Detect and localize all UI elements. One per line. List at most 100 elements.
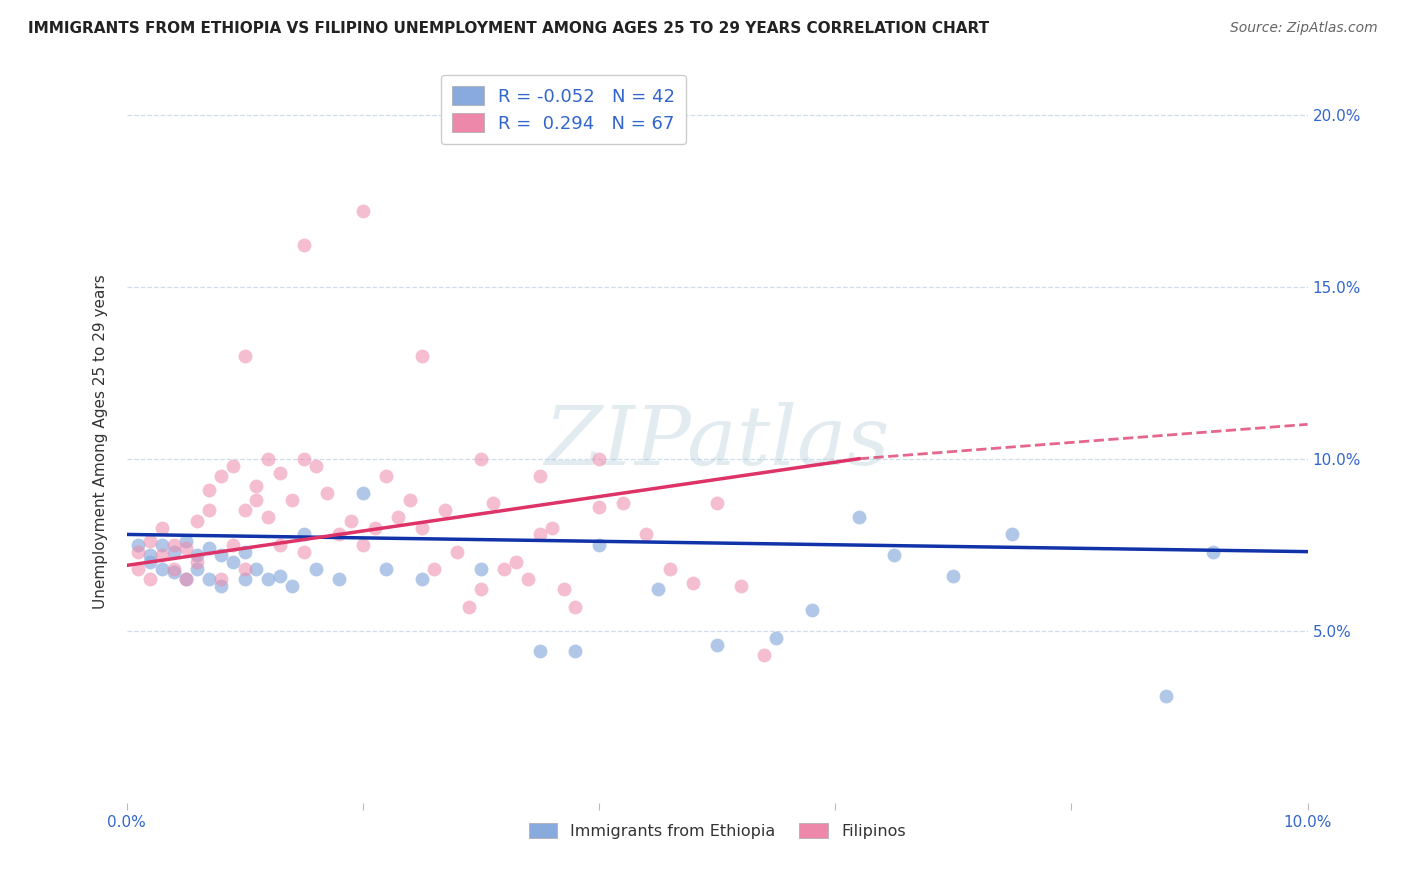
- Point: [848, 510, 870, 524]
- Point: [233, 572, 256, 586]
- Point: [765, 631, 787, 645]
- Point: [529, 469, 551, 483]
- Point: [257, 451, 280, 466]
- Point: [281, 579, 304, 593]
- Point: [647, 582, 669, 597]
- Point: [754, 648, 776, 662]
- Point: [245, 479, 267, 493]
- Point: [730, 579, 752, 593]
- Point: [222, 458, 245, 473]
- Point: [682, 575, 704, 590]
- Point: [883, 548, 905, 562]
- Point: [139, 534, 162, 549]
- Point: [245, 493, 267, 508]
- Text: Source: ZipAtlas.com: Source: ZipAtlas.com: [1230, 21, 1378, 35]
- Point: [198, 483, 221, 497]
- Point: [612, 496, 634, 510]
- Point: [588, 538, 610, 552]
- Point: [222, 555, 245, 569]
- Point: [658, 562, 681, 576]
- Point: [174, 541, 197, 556]
- Point: [470, 562, 492, 576]
- Point: [316, 486, 339, 500]
- Point: [139, 572, 162, 586]
- Point: [411, 349, 433, 363]
- Point: [363, 520, 385, 534]
- Point: [150, 520, 173, 534]
- Point: [399, 493, 422, 508]
- Point: [1001, 527, 1024, 541]
- Point: [411, 572, 433, 586]
- Point: [564, 644, 586, 658]
- Y-axis label: Unemployment Among Ages 25 to 29 years: Unemployment Among Ages 25 to 29 years: [93, 274, 108, 609]
- Point: [529, 644, 551, 658]
- Point: [139, 548, 162, 562]
- Point: [209, 572, 232, 586]
- Point: [434, 503, 457, 517]
- Point: [163, 562, 186, 576]
- Point: [222, 538, 245, 552]
- Point: [636, 527, 658, 541]
- Point: [198, 503, 221, 517]
- Point: [163, 538, 186, 552]
- Point: [233, 562, 256, 576]
- Point: [588, 500, 610, 514]
- Point: [517, 572, 540, 586]
- Point: [494, 562, 516, 576]
- Point: [198, 572, 221, 586]
- Point: [553, 582, 575, 597]
- Point: [186, 555, 208, 569]
- Point: [706, 496, 728, 510]
- Point: [706, 638, 728, 652]
- Point: [352, 538, 374, 552]
- Text: IMMIGRANTS FROM ETHIOPIA VS FILIPINO UNEMPLOYMENT AMONG AGES 25 TO 29 YEARS CORR: IMMIGRANTS FROM ETHIOPIA VS FILIPINO UNE…: [28, 21, 990, 36]
- Point: [186, 514, 208, 528]
- Point: [127, 544, 149, 558]
- Point: [127, 538, 149, 552]
- Point: [505, 555, 527, 569]
- Point: [304, 458, 326, 473]
- Point: [470, 582, 492, 597]
- Point: [209, 579, 232, 593]
- Point: [1202, 544, 1225, 558]
- Point: [352, 486, 374, 500]
- Point: [292, 544, 315, 558]
- Point: [340, 514, 363, 528]
- Point: [328, 527, 350, 541]
- Point: [375, 562, 398, 576]
- Point: [292, 527, 315, 541]
- Point: [150, 548, 173, 562]
- Point: [174, 534, 197, 549]
- Point: [269, 538, 291, 552]
- Point: [257, 510, 280, 524]
- Point: [245, 562, 267, 576]
- Point: [269, 466, 291, 480]
- Point: [281, 493, 304, 508]
- Point: [257, 572, 280, 586]
- Point: [387, 510, 409, 524]
- Point: [233, 349, 256, 363]
- Point: [198, 541, 221, 556]
- Point: [139, 555, 162, 569]
- Point: [800, 603, 823, 617]
- Legend: Immigrants from Ethiopia, Filipinos: Immigrants from Ethiopia, Filipinos: [522, 817, 912, 846]
- Point: [411, 520, 433, 534]
- Point: [328, 572, 350, 586]
- Point: [564, 599, 586, 614]
- Point: [163, 566, 186, 580]
- Text: ZIPatlas: ZIPatlas: [544, 401, 890, 482]
- Point: [588, 451, 610, 466]
- Point: [150, 538, 173, 552]
- Point: [233, 544, 256, 558]
- Point: [186, 562, 208, 576]
- Point: [209, 548, 232, 562]
- Point: [422, 562, 444, 576]
- Point: [233, 503, 256, 517]
- Point: [458, 599, 481, 614]
- Point: [292, 451, 315, 466]
- Point: [186, 548, 208, 562]
- Point: [446, 544, 468, 558]
- Point: [269, 568, 291, 582]
- Point: [150, 562, 173, 576]
- Point: [304, 562, 326, 576]
